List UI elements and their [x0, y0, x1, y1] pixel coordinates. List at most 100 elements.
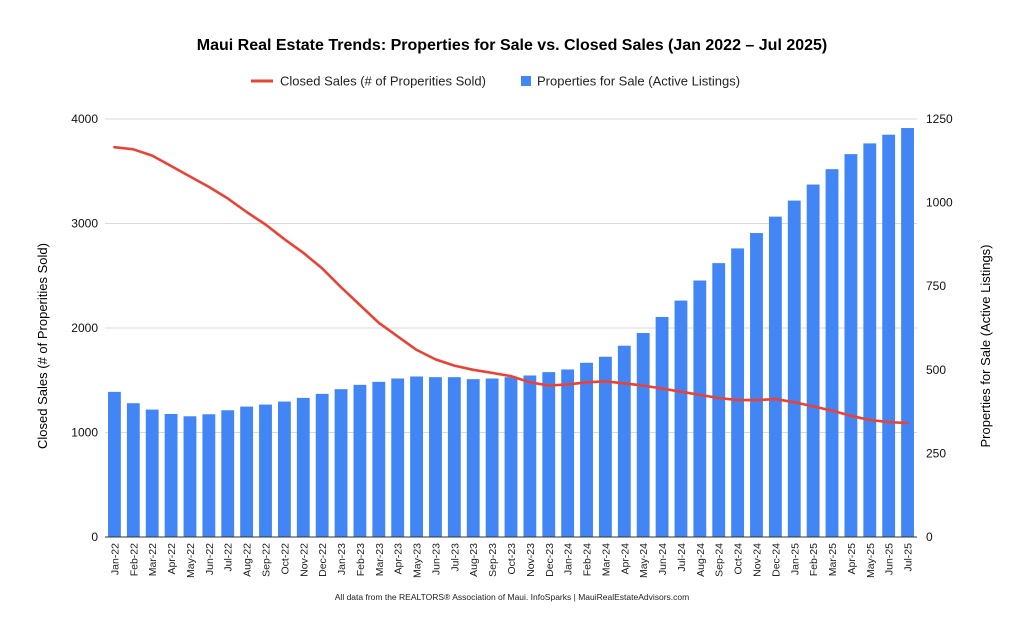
x-axis-tick-label: Feb-23 — [355, 543, 367, 576]
x-axis-tick-label: Apr-24 — [619, 543, 631, 575]
x-axis-tick-label: Jun-25 — [884, 543, 896, 575]
right-axis-tick-label: 500 — [926, 363, 946, 377]
bar-active-listings — [655, 316, 669, 537]
x-axis-tick-label: May-23 — [412, 543, 424, 578]
x-axis-tick-label: Feb-22 — [128, 543, 140, 576]
source-note: All data from the REALTORS® Association … — [335, 592, 689, 602]
left-axis-ticks: 0 1000 2000 3000 4000 — [71, 112, 98, 544]
right-axis-tick-label: 750 — [926, 279, 946, 293]
x-axis-tick-label: Jan-22 — [109, 543, 121, 575]
bar-active-listings — [561, 369, 575, 537]
bar-active-listings — [674, 300, 688, 537]
x-axis-tick-label: Jan-24 — [563, 543, 575, 575]
bar-active-listings — [863, 143, 877, 537]
x-axis-tick-label: Mar-25 — [827, 543, 839, 576]
x-axis-tick-label: Feb-24 — [582, 543, 594, 576]
bar-active-listings — [315, 393, 329, 537]
bar-active-listings — [202, 414, 216, 537]
bar-active-listings — [882, 134, 896, 537]
x-axis-tick-label: Apr-22 — [166, 543, 178, 575]
left-axis-tick-label: 4000 — [71, 112, 98, 126]
x-axis-tick-label: Apr-23 — [393, 543, 405, 575]
x-axis-tick-label: Nov-23 — [525, 543, 537, 577]
bar-active-listings — [259, 404, 272, 537]
bar-active-listings — [240, 406, 254, 537]
x-axis-tick-label: Sep-22 — [261, 543, 273, 577]
left-axis-tick-label: 0 — [91, 530, 98, 544]
legend-bar-swatch — [521, 76, 531, 86]
bar-active-listings — [334, 389, 348, 537]
x-axis-tick-label: Sep-23 — [487, 543, 499, 577]
bar-active-listings — [617, 345, 631, 537]
x-axis-tick-label: Dec-24 — [770, 543, 782, 577]
bar-active-listings — [693, 280, 707, 537]
x-axis-tick-label: Feb-25 — [808, 543, 820, 576]
x-axis-tick-label: Jul-22 — [223, 543, 235, 572]
x-axis-tick-label: Oct-24 — [733, 543, 745, 575]
line-closed-sales — [113, 145, 909, 425]
x-axis-tick-label: Jul-24 — [676, 543, 688, 572]
x-axis-tick-label: May-22 — [185, 543, 197, 578]
bar-active-listings — [353, 384, 367, 537]
x-axis-tick-label: Nov-24 — [751, 543, 763, 577]
legend-item-active-listings: Properties for Sale (Active Listings) — [537, 74, 740, 89]
x-axis-tick-label: Nov-22 — [298, 543, 310, 577]
left-axis-tick-label: 1000 — [71, 426, 98, 440]
bar-active-listings — [296, 397, 310, 537]
legend-item-closed-sales: Closed Sales (# of Properities Sold) — [280, 74, 486, 89]
x-axis-tick-label: Jun-22 — [204, 543, 216, 575]
bar-active-listings — [844, 154, 858, 537]
right-axis-ticks: 0 250 500 750 1000 1250 — [926, 112, 953, 544]
x-axis-tick-label: Jul-23 — [449, 543, 461, 572]
left-axis-tick-label: 3000 — [71, 217, 98, 231]
bar-active-listings — [523, 375, 537, 537]
bar-series-active-listings — [108, 128, 914, 538]
x-axis-tick-label: Jan-25 — [789, 543, 801, 575]
bar-active-listings — [429, 377, 442, 537]
bar-active-listings — [391, 378, 405, 537]
bar-active-listings — [164, 413, 178, 537]
x-axis-tick-label: Oct-22 — [279, 543, 291, 575]
bar-active-listings — [598, 356, 612, 537]
right-axis-tick-label: 1250 — [926, 112, 953, 126]
chart-legend: Closed Sales (# of Properities Sold) Pro… — [251, 74, 740, 89]
left-axis-label: Closed Sales (# of Properities Sold) — [35, 243, 50, 449]
bar-active-listings — [806, 184, 820, 537]
x-axis-tick-label: Dec-23 — [544, 543, 556, 577]
bar-active-listings — [277, 401, 291, 537]
x-axis-tick-label: Oct-23 — [506, 543, 518, 575]
bar-active-listings — [542, 372, 556, 537]
right-axis-tick-label: 1000 — [926, 196, 953, 210]
x-axis-tick-label: Jun-23 — [430, 543, 442, 575]
bar-active-listings — [183, 416, 197, 537]
line-series-closed-sales — [113, 145, 909, 425]
x-axis-tick-label: Dec-22 — [317, 543, 329, 577]
right-axis-label: Properties for Sale (Active Listings) — [978, 244, 993, 447]
x-axis-tick-label: Apr-25 — [846, 543, 858, 575]
x-axis-tick-label: Jan-23 — [336, 543, 348, 575]
bar-active-listings — [410, 376, 424, 537]
bar-active-listings — [504, 377, 518, 537]
bar-active-listings — [731, 248, 745, 538]
right-axis-tick-label: 0 — [926, 530, 933, 544]
bar-active-listings — [485, 378, 499, 537]
bar-active-listings — [712, 263, 726, 537]
x-axis-tick-label: Mar-22 — [147, 543, 159, 576]
x-axis-tick-label: May-25 — [865, 543, 877, 578]
bar-active-listings — [145, 409, 159, 537]
x-axis-tick-label: Sep-24 — [714, 543, 726, 577]
bar-active-listings — [750, 233, 763, 537]
bar-active-listings — [221, 410, 235, 537]
bar-active-listings — [901, 128, 914, 537]
bar-active-listings — [372, 381, 386, 537]
bar-active-listings — [108, 391, 121, 537]
chart-title: Maui Real Estate Trends: Properties for … — [197, 37, 828, 54]
x-axis-tick-label: May-24 — [638, 543, 650, 578]
bar-active-listings — [787, 200, 801, 537]
x-axis-tick-label: Jun-24 — [657, 543, 669, 575]
right-axis-tick-label: 250 — [926, 446, 946, 460]
x-axis-tick-label: Jul-25 — [903, 543, 915, 572]
bar-active-listings — [825, 169, 839, 537]
bar-active-listings — [466, 379, 480, 537]
